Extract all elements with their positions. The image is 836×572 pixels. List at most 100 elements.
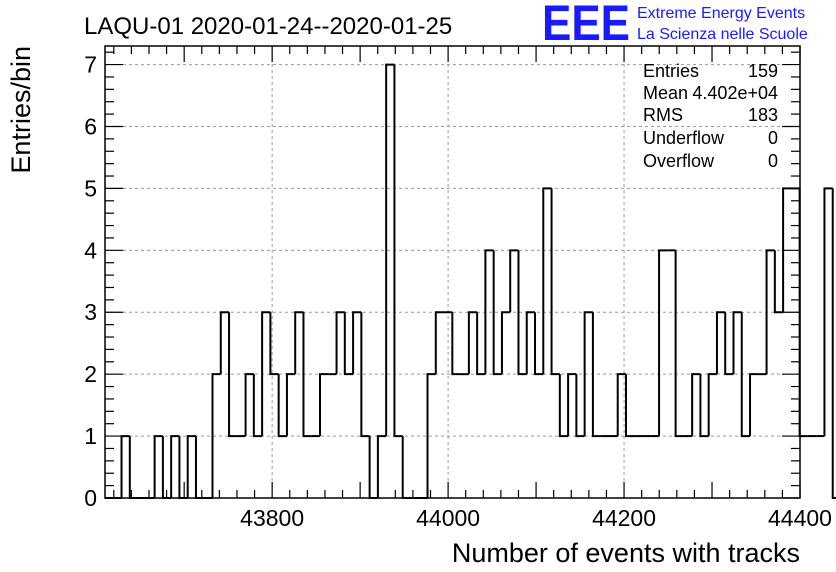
histogram-bin	[261, 311, 271, 437]
histogram-bin	[575, 374, 585, 438]
histogram-bin	[773, 250, 784, 314]
histogram-bin	[517, 250, 527, 376]
histogram-bin	[550, 188, 560, 376]
histogram-bin	[128, 436, 139, 499]
histogram-bin	[451, 312, 461, 376]
x-tick-label: 44400	[768, 505, 832, 531]
stats-mean-label: Mean	[643, 83, 688, 103]
histogram-bin	[765, 249, 775, 375]
y-tick-label: 1	[84, 423, 97, 449]
stats-rms-label: RMS	[643, 105, 683, 125]
stats-underflow-value: 0	[768, 128, 778, 148]
histogram-bin	[153, 435, 163, 498]
grid-lines	[105, 46, 801, 498]
histogram-bin	[707, 373, 717, 437]
logo-line-1: Extreme Energy Events	[637, 5, 805, 22]
histogram-bin	[724, 312, 734, 376]
histogram-bin	[401, 436, 411, 499]
histogram-bin	[228, 312, 238, 438]
histogram-bin	[500, 311, 511, 375]
histogram-bin	[269, 312, 279, 376]
y-tick-label: 3	[84, 299, 97, 325]
histogram-bin	[194, 436, 205, 499]
histogram-bin	[319, 373, 329, 437]
histogram-bin	[699, 374, 709, 438]
histogram-bin	[211, 373, 221, 498]
histogram-bin	[583, 311, 593, 437]
histogram-bin	[534, 312, 544, 376]
histogram-bin	[732, 311, 742, 375]
y-tick-label: 7	[84, 52, 97, 78]
histogram-bin	[285, 373, 296, 437]
histogram-bin	[715, 311, 726, 375]
histogram-bin	[658, 249, 668, 437]
histogram-bin	[740, 312, 751, 438]
logo-line-2: La Scienza nelle Scuole	[637, 26, 808, 43]
histogram-bin	[525, 311, 536, 375]
histogram-bin	[831, 188, 836, 499]
logo-eee-mark: EEE	[542, 0, 630, 51]
histogram-bin	[178, 436, 188, 499]
x-tick-label: 44000	[416, 505, 480, 531]
histogram-bin	[393, 64, 403, 438]
stats-overflow-label: Overflow	[643, 151, 715, 171]
histogram-bin	[244, 373, 254, 437]
histogram-bin	[823, 187, 833, 437]
histogram-bin	[352, 311, 362, 375]
y-tick-label: 5	[84, 175, 97, 201]
y-axis: 0 1 2 3 4 5 6 7	[84, 52, 800, 511]
histogram-bin	[277, 374, 287, 438]
histogram-bin	[186, 435, 196, 498]
y-axis-label: Entries/bin	[6, 46, 36, 174]
y-tick-label: 2	[84, 361, 97, 387]
histogram-bin	[591, 312, 602, 438]
histogram-bin	[624, 374, 635, 438]
stats-entries-label: Entries	[643, 61, 699, 81]
histogram-bars	[105, 63, 836, 499]
x-axis: 43800 44000 44200 44400	[113, 46, 832, 531]
y-tick-label: 0	[84, 485, 97, 511]
stats-rms-value: 183	[748, 105, 778, 125]
plot-frame	[104, 45, 801, 499]
stats-underflow-label: Underflow	[643, 128, 725, 148]
histogram-bin	[749, 373, 759, 437]
histogram-bin	[302, 312, 312, 438]
stats-entries-value: 159	[748, 61, 778, 81]
histogram-bin	[542, 187, 552, 375]
histogram-bin	[368, 436, 378, 499]
histogram-bin	[335, 311, 345, 375]
histogram-bin	[426, 373, 436, 498]
stats-overflow-value: 0	[768, 151, 778, 171]
histogram-bin	[120, 435, 130, 498]
histogram-bin	[798, 188, 808, 438]
histogram-bin	[484, 249, 494, 375]
y-tick-label: 4	[84, 237, 97, 263]
histogram-bin	[558, 374, 569, 438]
histogram-bin	[294, 311, 304, 375]
histogram-bin	[360, 312, 370, 438]
histogram-bin	[691, 373, 701, 437]
histogram-bin	[343, 312, 354, 376]
histogram-bin	[467, 311, 478, 375]
histogram-bin	[252, 374, 263, 438]
histogram-bin	[434, 311, 445, 375]
histogram-bin	[476, 312, 486, 376]
histogram-bin	[567, 373, 577, 437]
histogram-bin	[492, 250, 502, 376]
histogram-bin	[170, 435, 180, 498]
histogram-bin	[161, 436, 172, 499]
histogram-bin	[385, 63, 395, 437]
chart-title: LAQU-01 2020-01-24--2020-01-25	[84, 13, 452, 40]
stats-box: Entries 159 Mean 4.402e+04 RMS 183 Under…	[643, 61, 778, 171]
x-tick-label: 44200	[592, 505, 656, 531]
histogram-bin	[219, 311, 230, 375]
histogram-bin	[376, 435, 387, 498]
x-tick-label: 43800	[240, 505, 304, 531]
y-tick-label: 6	[84, 113, 97, 139]
histogram-bin	[509, 249, 519, 313]
stats-mean-value: 4.402e+04	[692, 83, 778, 103]
x-axis-label: Number of events with tracks	[452, 538, 800, 568]
eee-logo: EEE Extreme Energy Events La Scienza nel…	[542, 0, 808, 51]
histogram-bin	[616, 373, 626, 437]
